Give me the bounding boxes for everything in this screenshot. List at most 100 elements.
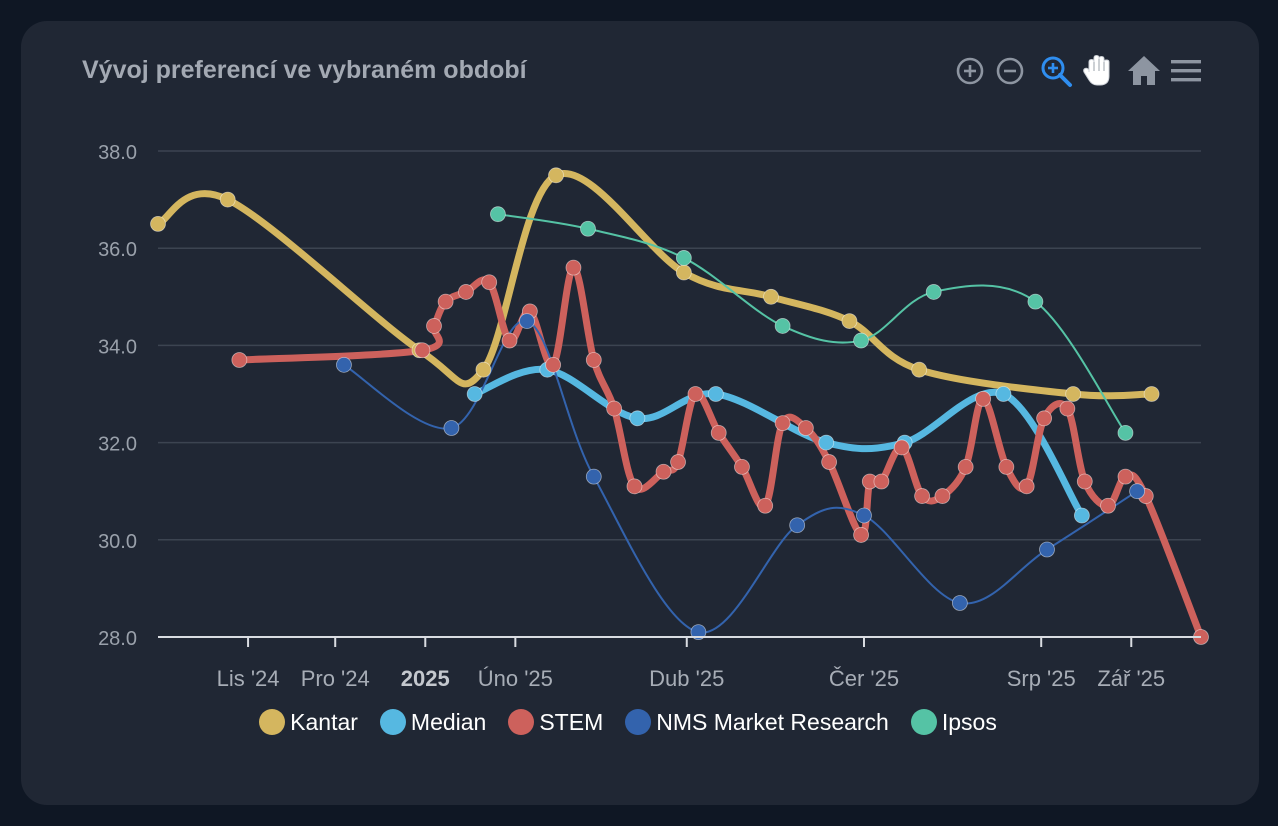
legend-marker <box>625 709 652 735</box>
x-tick-label: Čer '25 <box>829 666 899 691</box>
data-point-kantar[interactable] <box>150 215 166 232</box>
data-point-ipsos[interactable] <box>490 206 506 223</box>
data-point-median[interactable] <box>818 434 835 451</box>
legend-item-stem[interactable]: STEM <box>508 706 603 738</box>
data-point-kantar[interactable] <box>841 313 858 330</box>
data-point-stem[interactable] <box>585 352 602 368</box>
data-point-kantar[interactable] <box>763 288 779 305</box>
data-point-kantar[interactable] <box>548 167 564 184</box>
data-point-nms-market-research[interactable] <box>443 420 460 436</box>
data-point-stem[interactable] <box>687 386 704 402</box>
data-point-stem[interactable] <box>231 352 248 368</box>
data-point-ipsos[interactable] <box>925 284 942 300</box>
data-point-ipsos[interactable] <box>1027 293 1044 310</box>
data-point-stem[interactable] <box>565 259 582 276</box>
x-tick-label: Dub '25 <box>649 666 724 691</box>
data-point-nms-market-research[interactable] <box>789 517 806 534</box>
data-point-stem[interactable] <box>626 478 643 495</box>
data-point-stem[interactable] <box>893 439 910 456</box>
data-point-median[interactable] <box>1073 507 1090 524</box>
data-point-kantar[interactable] <box>675 264 692 281</box>
legend-marker <box>259 709 286 735</box>
y-tick-label: 30.0 <box>98 531 137 553</box>
data-point-kantar[interactable] <box>475 361 492 378</box>
series-line-ipsos <box>496 213 1127 434</box>
legend-marker <box>379 709 406 735</box>
data-point-stem[interactable] <box>797 420 814 436</box>
data-point-stem[interactable] <box>481 274 498 291</box>
chart-toolbar <box>950 52 1210 92</box>
zoom-out-icon[interactable] <box>992 52 1028 90</box>
legend-label: Ipsos <box>941 708 997 735</box>
data-point-stem[interactable] <box>734 458 750 475</box>
data-point-ipsos[interactable] <box>580 220 596 237</box>
data-point-nms-market-research[interactable] <box>856 507 872 524</box>
data-point-stem[interactable] <box>414 342 431 359</box>
data-point-stem[interactable] <box>437 293 454 310</box>
data-point-stem[interactable] <box>757 497 774 514</box>
reset-home-icon[interactable] <box>1126 52 1162 90</box>
data-point-kantar[interactable] <box>219 191 236 208</box>
data-point-stem[interactable] <box>1036 410 1053 427</box>
data-point-stem[interactable] <box>426 318 442 334</box>
data-point-stem[interactable] <box>501 332 518 349</box>
data-point-stem[interactable] <box>710 424 727 441</box>
legend-item-kantar[interactable]: Kantar <box>259 706 358 738</box>
data-point-stem[interactable] <box>957 458 974 475</box>
data-point-stem[interactable] <box>1076 473 1093 490</box>
chart-title: Vývoj preferencí ve vybraném období <box>82 56 527 84</box>
series-lines <box>154 169 1205 641</box>
data-point-ipsos[interactable] <box>675 250 692 266</box>
data-point-stem[interactable] <box>975 390 992 407</box>
data-point-stem[interactable] <box>458 284 474 300</box>
data-point-stem[interactable] <box>1100 497 1116 514</box>
zoom-in-icon[interactable] <box>952 52 988 90</box>
data-point-stem[interactable] <box>998 458 1015 475</box>
data-point-nms-market-research[interactable] <box>690 624 707 641</box>
data-point-stem[interactable] <box>853 527 869 543</box>
data-point-stem[interactable] <box>1117 468 1134 485</box>
legend-item-nms-market-research[interactable]: NMS Market Research <box>625 706 889 738</box>
data-point-stem[interactable] <box>821 454 838 470</box>
data-point-stem[interactable] <box>655 463 672 480</box>
data-point-stem[interactable] <box>873 473 890 490</box>
data-point-stem[interactable] <box>1059 400 1076 417</box>
data-point-ipsos[interactable] <box>774 318 791 334</box>
data-point-kantar[interactable] <box>1065 386 1082 402</box>
data-point-median[interactable] <box>995 386 1012 402</box>
data-point-stem[interactable] <box>774 415 791 432</box>
data-point-nms-market-research[interactable] <box>951 595 968 611</box>
data-point-nms-market-research[interactable] <box>519 313 535 330</box>
data-point-nms-market-research[interactable] <box>585 468 602 485</box>
data-point-stem[interactable] <box>1018 478 1035 495</box>
data-point-nms-market-research[interactable] <box>1039 541 1055 558</box>
data-point-stem[interactable] <box>934 488 951 504</box>
data-point-stem[interactable] <box>606 400 623 417</box>
menu-icon[interactable] <box>1168 52 1204 90</box>
legend-label: Median <box>410 708 487 735</box>
data-point-median[interactable] <box>707 386 724 402</box>
data-point-median[interactable] <box>629 410 646 427</box>
pan-hand-icon[interactable] <box>1080 52 1116 90</box>
selection-zoom-icon[interactable] <box>1038 52 1074 90</box>
y-tick-label: 38.0 <box>98 142 137 164</box>
data-point-stem[interactable] <box>545 356 562 373</box>
legend: Kantar Median STEM NMS Market Research Ipsos <box>0 706 1278 738</box>
x-tick-label: Pro '24 <box>301 666 370 691</box>
data-point-nms-market-research[interactable] <box>336 356 352 373</box>
x-tick-label: 2025 <box>401 666 450 691</box>
legend-item-median[interactable]: Median <box>379 706 487 738</box>
y-tick-label: 32.0 <box>98 434 137 456</box>
data-point-kantar[interactable] <box>911 361 928 378</box>
data-point-stem[interactable] <box>670 454 686 470</box>
data-point-median[interactable] <box>466 386 483 402</box>
data-point-kantar[interactable] <box>1143 386 1160 402</box>
series-line-kantar <box>154 169 1156 400</box>
y-tick-label: 28.0 <box>98 628 137 650</box>
data-point-nms-market-research[interactable] <box>1129 483 1145 500</box>
data-point-stem[interactable] <box>914 488 930 504</box>
data-point-ipsos[interactable] <box>1117 424 1134 441</box>
data-point-ipsos[interactable] <box>853 332 869 349</box>
legend-item-ipsos[interactable]: Ipsos <box>910 706 997 738</box>
